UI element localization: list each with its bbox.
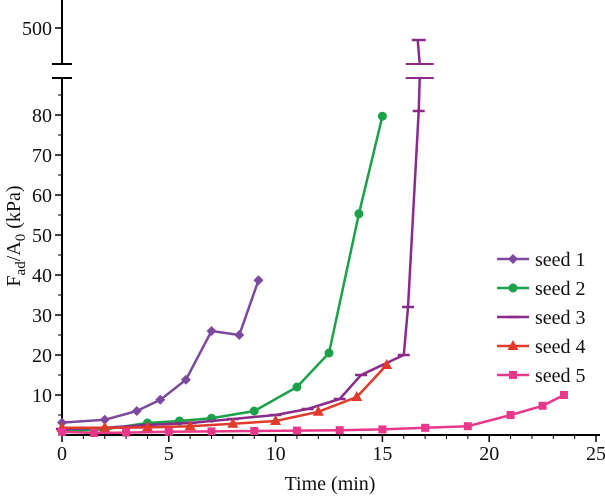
data-point: [99, 421, 111, 432]
data-point: [58, 427, 66, 436]
series-seed-2: [57, 111, 387, 436]
series-line-upper: [416, 39, 421, 65]
data-point: [253, 275, 264, 286]
legend-marker: [509, 371, 517, 379]
x-tick-label: 25: [586, 443, 605, 465]
data-point: [250, 427, 259, 435]
series-seed-3: [56, 38, 434, 431]
data-point: [559, 391, 568, 399]
data-point: [206, 326, 217, 336]
data-point: [141, 421, 153, 432]
data-point: [207, 427, 216, 436]
data-point: [421, 423, 430, 432]
axes: 0 5 10 15 20 25 10 20 30 40 50 60 70 80 500: [22, 0, 605, 465]
data-point: [292, 426, 301, 435]
data-point: [463, 422, 472, 431]
legend-marker: [508, 254, 518, 264]
legend-label: seed 2: [535, 278, 586, 300]
data-point: [335, 426, 344, 435]
data-point: [381, 359, 393, 369]
series-line-continuation: [402, 77, 421, 356]
data-point: [180, 374, 191, 385]
legend-item: seed 3: [497, 307, 586, 329]
y-tick-label: 50: [32, 225, 52, 247]
data-point: [184, 420, 196, 431]
legend-item: seed 5: [497, 365, 586, 387]
y-tick-label: 60: [32, 185, 52, 207]
series-seed-4: [56, 359, 393, 432]
legend-label: seed 4: [535, 336, 586, 358]
y-tick-label: 70: [32, 145, 52, 167]
legend: seed 1 seed 2 seed 3 seed 4 seed 5: [497, 249, 586, 387]
x-axis-label: Time (min): [285, 473, 376, 495]
series-line: [61, 115, 384, 433]
series-seed-5: [58, 391, 568, 437]
data-point: [99, 414, 110, 425]
data-point: [324, 348, 334, 358]
y-tick-label: 20: [32, 345, 52, 367]
data-point: [90, 429, 99, 437]
legend-label: seed 1: [535, 249, 586, 271]
legend-marker: [507, 340, 519, 350]
y-tick-label-upper: 500: [22, 18, 52, 40]
y-axis-label-sub-ad: ad: [13, 261, 29, 276]
data-point: [155, 394, 166, 405]
data-point: [351, 391, 363, 401]
x-tick-label: 10: [266, 443, 286, 465]
data-point: [249, 406, 259, 416]
legend-marker: [508, 283, 518, 293]
legend-label: seed 3: [535, 307, 586, 329]
series-line: [61, 393, 565, 435]
legend-item: seed 1: [497, 249, 586, 271]
x-tick-label: 15: [372, 443, 392, 465]
y-axis-label-slash-a: /A: [3, 241, 25, 262]
y-axis-label-f: F: [3, 275, 25, 286]
y-tick-label: 30: [32, 305, 52, 327]
data-point: [312, 405, 324, 416]
legend-label: seed 5: [535, 365, 586, 387]
series-layer: [56, 38, 568, 437]
data-point: [354, 209, 364, 219]
y-tick-label: 80: [32, 105, 52, 127]
data-point: [164, 427, 173, 436]
series-seed-1: [57, 275, 264, 428]
y-tick-label: 40: [32, 265, 52, 287]
x-tick-label: 0: [57, 443, 67, 465]
data-point: [506, 411, 515, 419]
data-point: [538, 401, 547, 410]
y-axis-label-sub-0: 0: [13, 234, 29, 242]
x-tick-label: 5: [164, 443, 174, 465]
data-point: [131, 406, 142, 416]
data-point: [377, 111, 387, 121]
legend-item: seed 2: [497, 278, 586, 300]
legend-item: seed 4: [497, 336, 586, 358]
data-point: [122, 428, 131, 437]
data-point: [227, 417, 239, 428]
y-axis-label-unit: (kPa): [3, 185, 25, 233]
data-point: [234, 330, 245, 340]
y-axis-label: Fad/A0 (kPa): [3, 185, 29, 286]
data-point: [378, 425, 387, 434]
series-line: [61, 279, 260, 424]
x-tick-label: 20: [479, 443, 499, 465]
data-point: [292, 382, 302, 392]
y-tick-label: 10: [32, 385, 52, 407]
data-point: [270, 415, 282, 425]
